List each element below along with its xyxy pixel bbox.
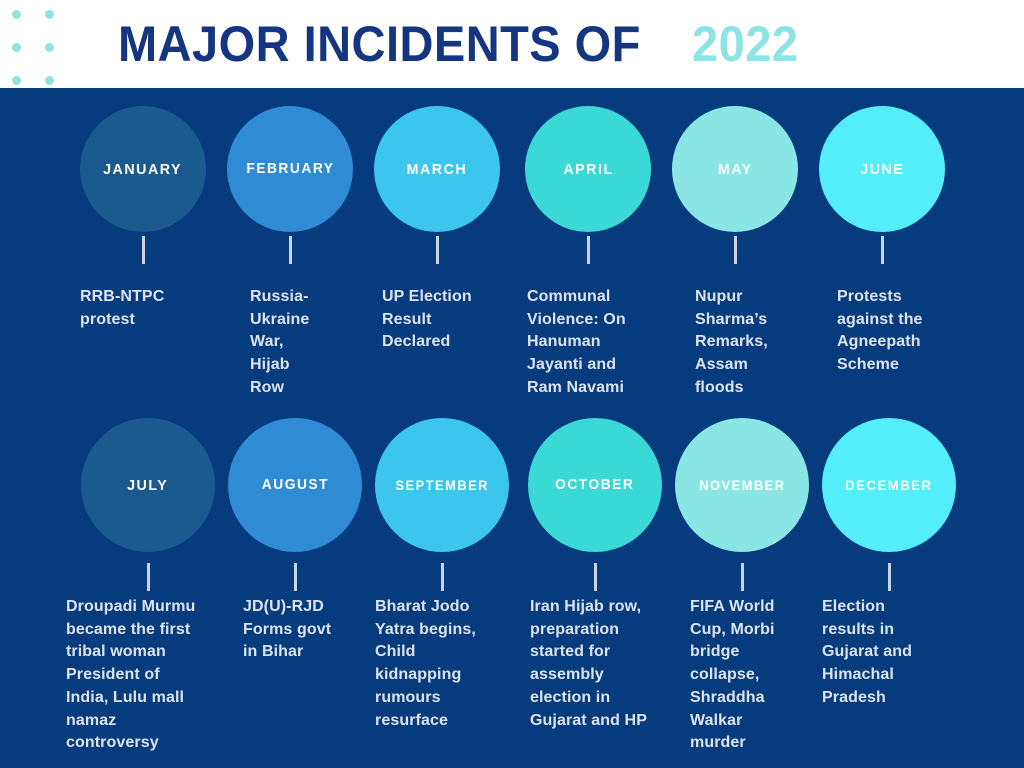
- month-bubble-label: NOVEMBER: [698, 477, 786, 493]
- timeline-connector-line: [881, 236, 884, 264]
- month-description-september: Bharat Jodo Yatra begins, Child kidnapping r…: [375, 598, 476, 729]
- month-bubble-december[interactable]: DECEMBER: [822, 418, 956, 552]
- month-description-april: Communal Violence: On Hanuman Jayanti and Ra…: [527, 288, 626, 396]
- dot-icon: [12, 10, 21, 19]
- page-title-year: 2022: [692, 16, 799, 72]
- timeline-connector-line: [741, 563, 744, 591]
- header-band: MAJOR INCIDENTS OF 2022: [0, 0, 1024, 88]
- month-description-may: Nupur Sharma’s Remarks, Assam floods: [695, 288, 768, 396]
- decorative-dot-grid: [12, 10, 74, 85]
- dot-icon: [12, 43, 21, 52]
- month-bubble-july[interactable]: JULY: [81, 418, 215, 552]
- month-bubble-august[interactable]: AUGUST: [228, 418, 362, 552]
- month-bubble-november[interactable]: NOVEMBER: [675, 418, 809, 552]
- month-bubble-label: AUGUST: [261, 477, 329, 493]
- month-description-june: Protests against the Agneepath Scheme: [837, 288, 923, 374]
- month-description-december: Election results in Gujarat and Himachal Pra…: [822, 598, 913, 706]
- month-bubble-september[interactable]: SEPTEMBER: [375, 418, 509, 552]
- month-bubble-label: APRIL: [562, 160, 614, 178]
- timeline-connector-line: [888, 563, 891, 591]
- timeline-connector-line: [142, 236, 145, 264]
- month-description-july: Droupadi Murmu became the first tribal wom…: [66, 598, 196, 752]
- timeline-row-first-half: JANUARY RRB-NTPC protest FEBRUARY Russia- Ukr…: [0, 88, 1024, 408]
- dot-icon: [45, 10, 54, 19]
- month-bubble-october[interactable]: OCTOBER: [528, 418, 662, 552]
- timeline-connector-line: [147, 563, 150, 591]
- timeline-connector-line: [441, 563, 444, 591]
- timeline-connector-line: [436, 236, 439, 264]
- month-bubble-label: FEBRUARY: [245, 161, 335, 177]
- month-description-march: UP Election Result Declared: [382, 288, 472, 351]
- month-bubble-label: SEPTEMBER: [395, 477, 489, 493]
- month-bubble-label: JUNE: [859, 160, 905, 178]
- timeline-row-second-half: JULY Droupadi Murmu became the first tribal…: [0, 408, 1024, 768]
- month-bubble-label: DECEMBER: [845, 477, 933, 493]
- month-description-february: Russia- Ukraine War, Hijab Row: [250, 288, 310, 396]
- month-bubble-february[interactable]: FEBRUARY: [227, 106, 353, 232]
- dot-icon: [45, 43, 54, 52]
- timeline-connector-line: [734, 236, 737, 264]
- month-description-october: Iran Hijab row, preparation started for ass…: [530, 598, 647, 729]
- month-bubble-label: OCTOBER: [555, 477, 635, 493]
- month-bubble-label: MAY: [717, 160, 753, 178]
- timeline-connector-line: [289, 236, 292, 264]
- month-bubble-march[interactable]: MARCH: [374, 106, 500, 232]
- month-description-january: RRB-NTPC protest: [80, 288, 165, 328]
- timeline-connector-line: [587, 236, 590, 264]
- month-bubble-may[interactable]: MAY: [672, 106, 798, 232]
- month-bubble-april[interactable]: APRIL: [525, 106, 651, 232]
- timeline-connector-line: [594, 563, 597, 591]
- timeline-connector-line: [294, 563, 297, 591]
- month-bubble-label: JULY: [127, 476, 169, 494]
- month-bubble-label: MARCH: [406, 160, 468, 178]
- dot-icon: [12, 76, 21, 85]
- page-title: MAJOR INCIDENTS OF 2022: [118, 0, 805, 88]
- month-description-august: JD(U)-RJD Forms govt in Bihar: [243, 598, 332, 661]
- month-description-november: FIFA World Cup, Morbi bridge collapse, Shrad…: [690, 598, 775, 752]
- page-title-main: MAJOR INCIDENTS OF: [118, 16, 641, 72]
- month-bubble-june[interactable]: JUNE: [819, 106, 945, 232]
- dot-icon: [45, 76, 54, 85]
- month-bubble-label: JANUARY: [103, 160, 183, 178]
- month-bubble-january[interactable]: JANUARY: [80, 106, 206, 232]
